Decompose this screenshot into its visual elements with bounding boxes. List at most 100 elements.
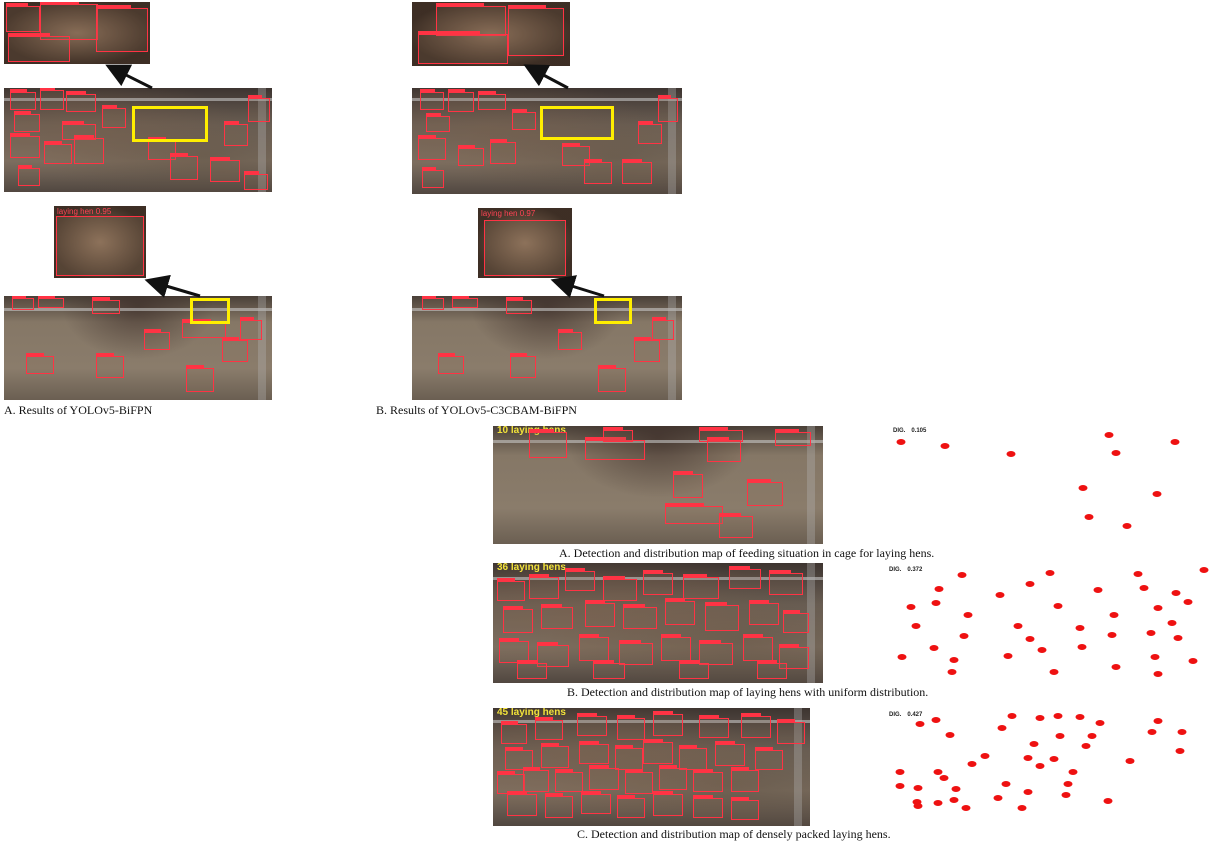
hen-dot — [939, 775, 949, 781]
crop-detection-label: laying hen 0.95 — [57, 207, 112, 216]
hen-dot — [1109, 612, 1119, 618]
scene-image-b1 — [412, 88, 682, 194]
hen-dot — [1063, 781, 1073, 787]
hen-dot — [1049, 669, 1059, 675]
hen-dot — [1001, 781, 1011, 787]
hen-dot — [897, 654, 907, 660]
hen-dot — [1150, 654, 1160, 660]
dig-value: 0.427 — [907, 712, 923, 718]
hen-dot — [911, 623, 921, 629]
hen-dot — [963, 612, 973, 618]
hen-dot — [980, 753, 990, 759]
crop-image-b1 — [412, 2, 570, 66]
hen-dot — [933, 800, 943, 806]
detection-image-c: 45 laying hens — [493, 708, 810, 826]
hen-dot — [1013, 623, 1023, 629]
hen-dot — [1081, 743, 1091, 749]
hen-dot — [1146, 630, 1156, 636]
hen-dot — [1093, 587, 1103, 593]
hen-dot — [1199, 567, 1209, 573]
hen-dot — [1177, 729, 1187, 735]
hen-dot — [1152, 491, 1162, 497]
hen-dot — [1125, 758, 1135, 764]
hen-dot — [1167, 620, 1177, 626]
hen-dot — [1111, 664, 1121, 670]
hen-dot — [1017, 805, 1027, 811]
hen-dot — [1068, 769, 1078, 775]
hen-dot — [931, 600, 941, 606]
hen-dot — [967, 761, 977, 767]
dig-label: DIG. 0.427 — [889, 712, 923, 718]
hen-dot — [1133, 571, 1143, 577]
dig-label: DIG. 0.105 — [893, 428, 927, 434]
arrow-icon — [523, 64, 569, 90]
scene-image-b2 — [412, 296, 682, 400]
hen-dot — [1153, 718, 1163, 724]
hen-dot — [1188, 658, 1198, 664]
hen-dot — [949, 797, 959, 803]
hen-dot — [1025, 581, 1035, 587]
hen-dot — [929, 645, 939, 651]
crop-image-a2: laying hen 0.95 — [54, 206, 146, 278]
hen-dot — [1183, 599, 1193, 605]
hen-dot — [1122, 523, 1132, 529]
scene-image-a2 — [4, 296, 272, 400]
detection-image-b: 36 laying hens — [493, 563, 823, 683]
caption-row-b: B. Detection and distribution map of lay… — [567, 685, 929, 699]
crop-detection-label: laying hen 0.97 — [481, 209, 536, 218]
hen-dot — [1153, 605, 1163, 611]
hen-dot — [1029, 741, 1039, 747]
hen-dot — [1045, 570, 1055, 576]
hen-dot — [1035, 763, 1045, 769]
hen-dot — [1053, 713, 1063, 719]
hen-dot — [1147, 729, 1157, 735]
hen-dot — [1175, 748, 1185, 754]
hen-dot — [931, 717, 941, 723]
hen-dot — [934, 586, 944, 592]
hen-dot — [1095, 720, 1105, 726]
hen-dot — [1153, 671, 1163, 677]
caption-letter: A — [4, 403, 13, 417]
hen-dot — [1170, 439, 1180, 445]
arrow-icon — [105, 64, 153, 90]
hen-count-label: 45 laying hens — [497, 708, 566, 718]
hen-dot — [1075, 625, 1085, 631]
hen-dot — [1035, 715, 1045, 721]
hen-dot — [997, 725, 1007, 731]
hen-dot — [1078, 485, 1088, 491]
hen-dot — [940, 443, 950, 449]
hen-dot — [951, 786, 961, 792]
highlight-box — [190, 298, 230, 324]
hen-dot — [947, 669, 957, 675]
hen-dot — [912, 799, 922, 805]
hen-dot — [933, 769, 943, 775]
hen-dot — [1053, 603, 1063, 609]
hen-dot — [1111, 450, 1121, 456]
caption-row-a: A. Detection and distribution map of fee… — [559, 546, 935, 560]
hen-dot — [1049, 756, 1059, 762]
hen-dot — [1075, 714, 1085, 720]
hen-dot — [1087, 733, 1097, 739]
hen-dot — [1084, 514, 1094, 520]
hen-dot — [959, 633, 969, 639]
highlight-box — [594, 298, 632, 324]
hen-dot — [1061, 792, 1071, 798]
hen-dot — [1037, 647, 1047, 653]
hen-dot — [895, 783, 905, 789]
hen-dot — [1104, 432, 1114, 438]
hen-dot — [1173, 635, 1183, 641]
hen-dot — [957, 572, 967, 578]
hen-dot — [913, 785, 923, 791]
highlight-box — [540, 106, 614, 140]
hen-count-label: 36 laying hens — [497, 563, 566, 573]
hen-dot — [1003, 653, 1013, 659]
hen-dot — [995, 592, 1005, 598]
hen-dot — [993, 795, 1003, 801]
hen-dot — [915, 721, 925, 727]
hen-dot — [1055, 733, 1065, 739]
caption-row-c: C. Detection and distribution map of den… — [577, 827, 891, 841]
hen-dot — [913, 803, 923, 809]
highlight-box — [132, 106, 208, 142]
hen-dot — [906, 604, 916, 610]
crop-image-a1 — [4, 2, 150, 64]
